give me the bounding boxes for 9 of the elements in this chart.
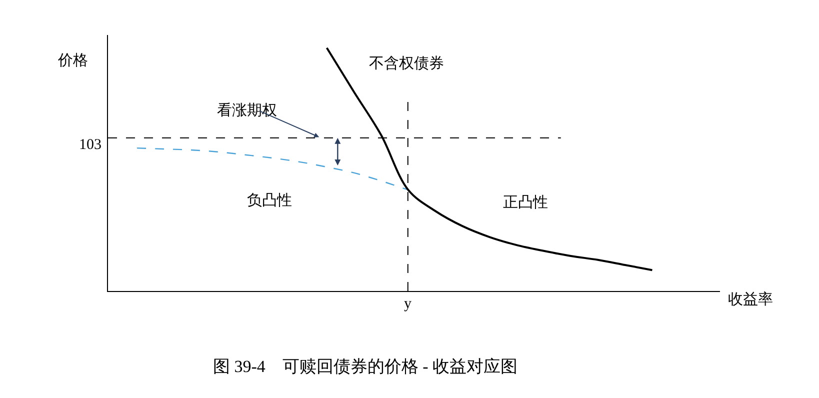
annotation: 正凸性 xyxy=(503,194,548,211)
annotation: 不含权债券 xyxy=(369,55,444,72)
x-axis-title: 收益率 xyxy=(728,291,773,308)
text: 103 xyxy=(79,137,102,153)
y-axis-title: 价格 xyxy=(57,52,88,69)
text: y xyxy=(404,296,412,312)
annotation: 负凸性 xyxy=(247,192,292,209)
annotation: 看涨期权 xyxy=(217,102,277,119)
caption: 图 39-4 可赎回债券的价格 - 收益对应图 xyxy=(213,357,518,376)
